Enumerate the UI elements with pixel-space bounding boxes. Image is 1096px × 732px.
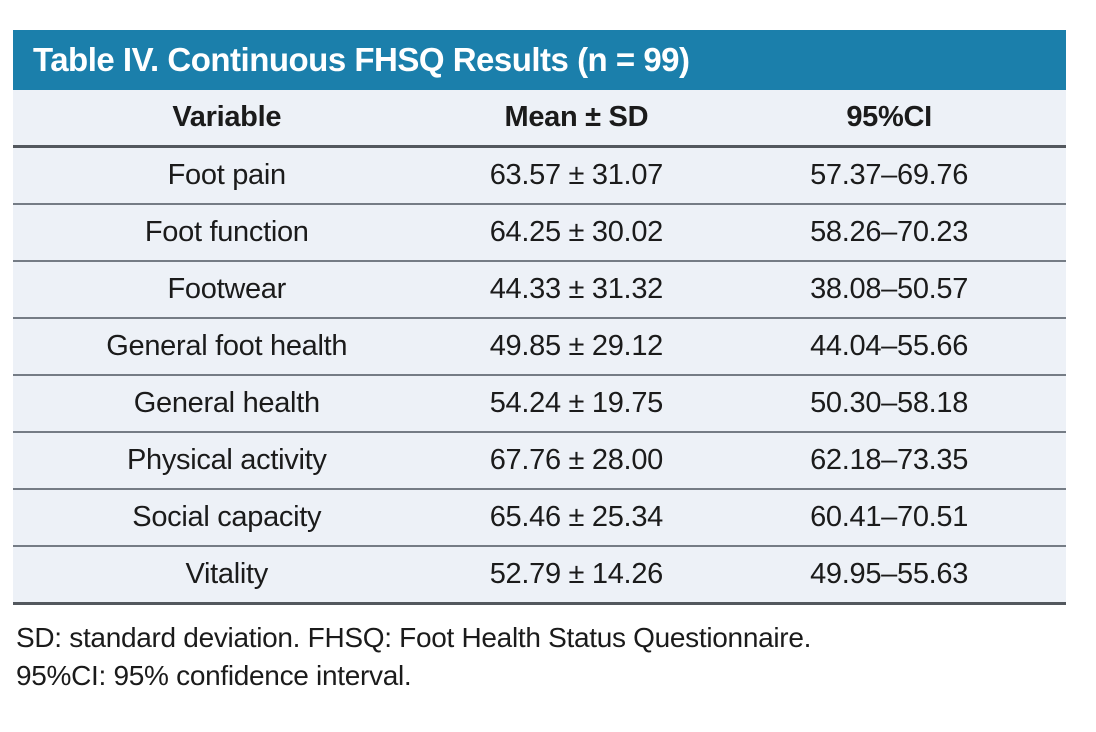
table-row-social-capacity: Social capacity 65.46 ± 25.34 60.41–70.5…	[13, 488, 1066, 545]
cell-mean-sd: 44.33 ± 31.32	[489, 273, 664, 305]
cell-variable: General foot health	[106, 330, 348, 362]
cell-mean-sd: 52.79 ± 14.26	[489, 558, 664, 590]
cell-95ci: 60.41–70.51	[810, 501, 969, 533]
table-body: Foot pain 63.57 ± 31.07 57.37–69.76 Foot…	[13, 148, 1066, 605]
table-row-general-foot-health: General foot health 49.85 ± 29.12 44.04–…	[13, 317, 1066, 374]
table-header-row: Variable Mean ± SD 95%CI	[13, 90, 1066, 148]
column-header-variable: Variable	[172, 101, 282, 133]
cell-variable: General health	[133, 387, 320, 419]
cell-mean-sd: 54.24 ± 19.75	[489, 387, 664, 419]
cell-95ci: 58.26–70.23	[810, 216, 969, 248]
footnote-ci-definition: 95%CI: 95% confidence interval.	[16, 660, 412, 691]
cell-variable: Vitality	[185, 558, 269, 590]
cell-variable: Foot pain	[167, 159, 287, 191]
cell-mean-sd: 63.57 ± 31.07	[489, 159, 664, 191]
cell-95ci: 44.04–55.66	[810, 330, 969, 362]
table-row-physical-activity: Physical activity 67.76 ± 28.00 62.18–73…	[13, 431, 1066, 488]
cell-variable: Social capacity	[132, 501, 322, 533]
cell-95ci: 50.30–58.18	[810, 387, 969, 419]
table-row-footwear: Footwear 44.33 ± 31.32 38.08–50.57	[13, 260, 1066, 317]
cell-mean-sd: 64.25 ± 30.02	[489, 216, 664, 248]
column-header-mean-sd: Mean ± SD	[504, 101, 649, 133]
footnote-abbreviations: SD: standard deviation. FHSQ: Foot Healt…	[16, 622, 812, 653]
column-header-95ci: 95%CI	[846, 101, 932, 133]
table-row-vitality: Vitality 52.79 ± 14.26 49.95–55.63	[13, 545, 1066, 602]
cell-variable: Physical activity	[126, 444, 327, 476]
cell-95ci: 49.95–55.63	[810, 558, 969, 590]
fhsq-results-table: Table IV. Continuous FHSQ Results (n = 9…	[13, 30, 1066, 605]
cell-variable: Foot function	[144, 216, 309, 248]
table-row-foot-function: Foot function 64.25 ± 30.02 58.26–70.23	[13, 203, 1066, 260]
cell-mean-sd: 67.76 ± 28.00	[489, 444, 664, 476]
cell-95ci: 62.18–73.35	[810, 444, 969, 476]
table-title-bar: Table IV. Continuous FHSQ Results (n = 9…	[13, 30, 1066, 90]
cell-mean-sd: 49.85 ± 29.12	[489, 330, 664, 362]
table-title: Table IV. Continuous FHSQ Results (n = 9…	[33, 41, 690, 78]
cell-mean-sd: 65.46 ± 25.34	[489, 501, 664, 533]
table-row-general-health: General health 54.24 ± 19.75 50.30–58.18	[13, 374, 1066, 431]
table-row-foot-pain: Foot pain 63.57 ± 31.07 57.37–69.76	[13, 148, 1066, 203]
cell-95ci: 57.37–69.76	[810, 159, 969, 191]
table-footnotes: SD: standard deviation. FHSQ: Foot Healt…	[16, 619, 811, 695]
cell-variable: Footwear	[167, 273, 287, 305]
cell-95ci: 38.08–50.57	[810, 273, 969, 305]
